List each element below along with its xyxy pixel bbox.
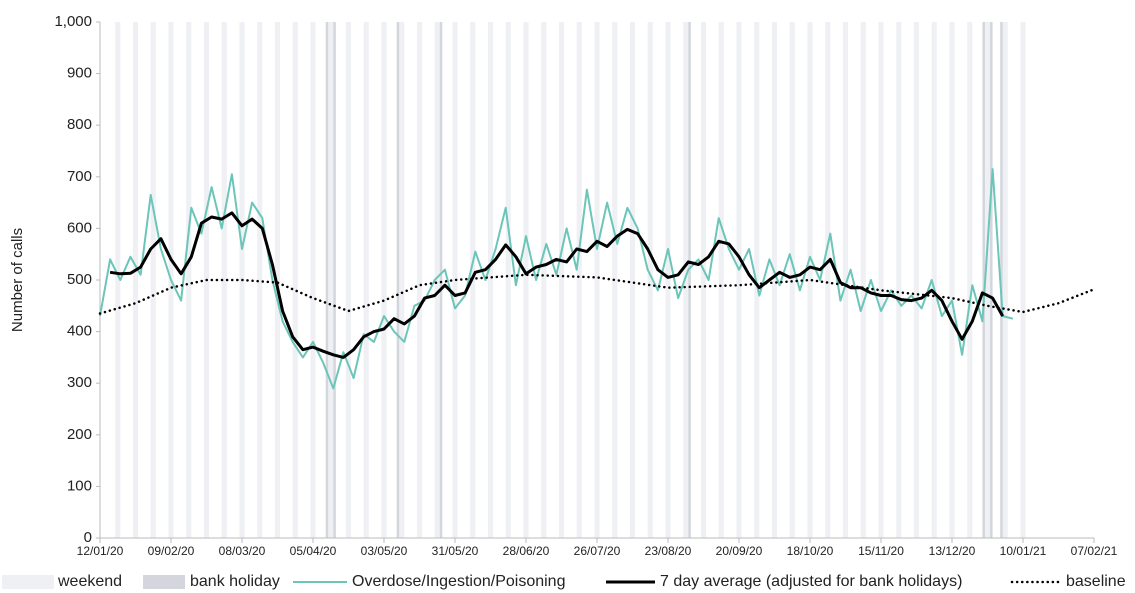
weekend-band bbox=[328, 22, 334, 538]
weekend-band bbox=[558, 22, 565, 538]
bank-holiday-band bbox=[333, 22, 336, 538]
series-line bbox=[109, 211, 1005, 359]
weekend-band bbox=[718, 22, 724, 538]
weekend-band bbox=[150, 22, 156, 538]
y-tick-label: 200 bbox=[67, 426, 92, 443]
x-tick-label: 18/10/20 bbox=[787, 544, 834, 558]
bank-holiday-band bbox=[325, 22, 329, 538]
y-tick-label: 700 bbox=[67, 168, 92, 185]
weekend-band bbox=[257, 22, 263, 538]
y-tick-label: 500 bbox=[67, 271, 92, 288]
x-tick-label: 26/07/20 bbox=[574, 544, 621, 558]
y-tick-label: 800 bbox=[67, 116, 92, 133]
x-tick-label: 08/03/20 bbox=[219, 544, 266, 558]
weekend-band bbox=[771, 22, 778, 538]
y-tick-label: 100 bbox=[67, 477, 92, 494]
legend-label: weekend bbox=[57, 573, 122, 590]
x-tick-label: 31/05/20 bbox=[432, 544, 479, 558]
x-tick-label: 09/02/20 bbox=[148, 544, 195, 558]
x-tick-label: 10/01/21 bbox=[1000, 544, 1047, 558]
weekend-band bbox=[310, 22, 316, 538]
weekend-band bbox=[399, 22, 405, 538]
bank-holiday-band bbox=[439, 22, 443, 538]
bank-holiday-band bbox=[688, 22, 691, 538]
x-tick-label: 05/04/20 bbox=[290, 544, 337, 558]
weekend-band bbox=[683, 22, 689, 538]
bank-holiday-band bbox=[1000, 22, 1003, 538]
weekend-band bbox=[345, 22, 352, 538]
weekend-band bbox=[186, 22, 192, 538]
weekend-band bbox=[221, 22, 227, 538]
weekend-band bbox=[789, 22, 795, 538]
legend-label: 7 day average (adjusted for bank holiday… bbox=[660, 573, 962, 590]
legend-swatch bbox=[2, 575, 54, 589]
weekend-band bbox=[132, 22, 139, 538]
bank-holiday-band bbox=[396, 22, 400, 538]
x-tick-label: 23/08/20 bbox=[645, 544, 692, 558]
weekend-band bbox=[825, 22, 831, 538]
weekend-band bbox=[807, 22, 813, 538]
x-tick-label: 12/01/20 bbox=[77, 544, 124, 558]
weekend-band bbox=[647, 22, 653, 538]
series-line bbox=[99, 168, 1014, 390]
weekend-band bbox=[967, 22, 973, 538]
weekend-band bbox=[434, 22, 440, 538]
weekend-band bbox=[363, 22, 369, 538]
bank-holiday-band bbox=[990, 22, 993, 538]
x-tick-label: 15/11/20 bbox=[858, 544, 904, 558]
x-tick-label: 20/09/20 bbox=[716, 544, 763, 558]
weekend-band bbox=[541, 22, 547, 538]
weekend-band bbox=[487, 22, 494, 538]
weekend-band bbox=[594, 22, 600, 538]
weekend-band bbox=[665, 22, 671, 538]
y-tick-label: 0 bbox=[84, 529, 92, 546]
y-tick-label: 1,000 bbox=[54, 13, 92, 30]
legend-label: Overdose/Ingestion/Poisoning bbox=[352, 573, 565, 590]
x-tick-label: 13/12/20 bbox=[929, 544, 976, 558]
series-line bbox=[98, 273, 1096, 315]
legend-label: bank holiday bbox=[190, 573, 280, 590]
x-tick-label: 28/06/20 bbox=[503, 544, 550, 558]
x-tick-label: 03/05/20 bbox=[361, 544, 408, 558]
weekend-band bbox=[629, 22, 636, 538]
weekend-band bbox=[984, 22, 991, 538]
weekend-band bbox=[115, 22, 121, 538]
weekend-band bbox=[931, 22, 937, 538]
legend: weekend bank holiday Overdose/Ingestion/Po… bbox=[2, 573, 1126, 590]
weekend-band bbox=[523, 22, 529, 538]
weekend-band bbox=[505, 22, 511, 538]
y-tick-label: 600 bbox=[67, 219, 92, 236]
weekend-band bbox=[700, 22, 707, 538]
weekend-band bbox=[878, 22, 884, 538]
legend-swatch bbox=[143, 575, 185, 589]
legend-label: baseline bbox=[1066, 573, 1126, 590]
weekend-band bbox=[274, 22, 281, 538]
y-tick-label: 900 bbox=[67, 65, 92, 82]
weekend-band bbox=[1002, 22, 1008, 538]
weekend-band bbox=[860, 22, 866, 538]
weekend-band bbox=[913, 22, 920, 538]
weekend-band bbox=[416, 22, 423, 538]
weekend-band bbox=[842, 22, 849, 538]
y-axis-label: Number of calls bbox=[9, 228, 26, 332]
weekend-band bbox=[292, 22, 298, 538]
weekend-band bbox=[576, 22, 582, 538]
x-tick-label: 07/02/21 bbox=[1071, 544, 1118, 558]
y-tick-label: 300 bbox=[67, 374, 92, 391]
weekend-band bbox=[1020, 22, 1026, 538]
weekend-band bbox=[381, 22, 387, 538]
y-tick-label: 400 bbox=[67, 323, 92, 340]
weekend-band bbox=[949, 22, 955, 538]
weekend-band bbox=[736, 22, 742, 538]
bank-holiday-band bbox=[982, 22, 985, 538]
weekend-band bbox=[896, 22, 902, 538]
